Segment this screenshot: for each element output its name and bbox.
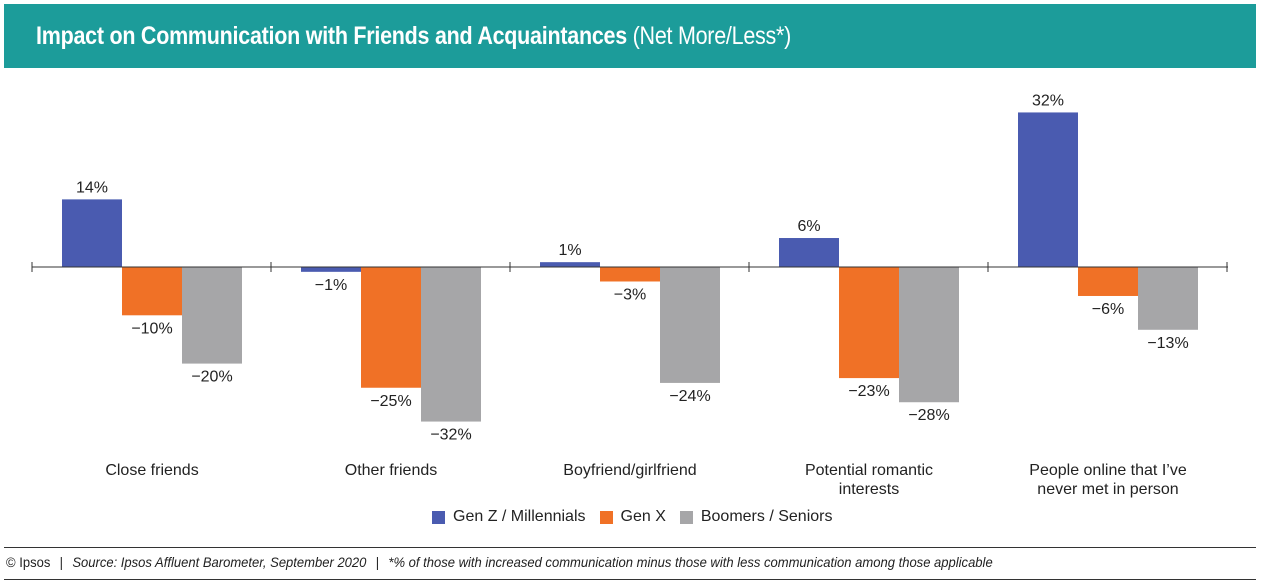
data-label-2-0: −20% xyxy=(191,369,232,386)
footer-divider-bottom xyxy=(4,579,1256,580)
bar-1-4 xyxy=(1078,267,1138,296)
data-label-2-4: −13% xyxy=(1147,335,1188,352)
data-label-0-1: −1% xyxy=(315,277,347,294)
data-label-1-0: −10% xyxy=(131,320,172,337)
footer-separator: | xyxy=(375,554,380,570)
bar-2-3 xyxy=(899,267,959,403)
category-label-0: Close friends xyxy=(105,462,198,479)
legend-item-gen-x: Gen X xyxy=(599,508,666,526)
category-label-1: Other friends xyxy=(345,462,437,479)
footer-separator: | xyxy=(59,554,64,570)
bar-0-3 xyxy=(779,238,839,267)
footer-source: Source: Ipsos Affluent Barometer, Septem… xyxy=(72,554,367,570)
title-bar: Impact on Communication with Friends and… xyxy=(4,4,1256,68)
legend-swatch-gen-x xyxy=(599,510,613,524)
legend-swatch-boomers xyxy=(679,510,693,524)
category-label-4: never met in person xyxy=(1037,481,1178,498)
chart-subtitle: (Net More/Less*) xyxy=(632,21,792,50)
data-label-0-2: 1% xyxy=(558,242,581,259)
legend-label-boomers: Boomers / Seniors xyxy=(700,508,833,525)
data-label-1-4: −6% xyxy=(1092,301,1124,318)
category-label-3: Potential romantic xyxy=(805,462,933,479)
bar-0-2 xyxy=(540,262,600,267)
data-label-0-4: 32% xyxy=(1032,92,1064,109)
footer-divider-top xyxy=(4,547,1256,548)
bar-2-1 xyxy=(421,267,481,422)
footer-copyright: © Ipsos xyxy=(6,554,51,570)
bar-1-3 xyxy=(839,267,899,379)
bar-1-0 xyxy=(122,267,182,316)
bar-0-4 xyxy=(1018,112,1078,267)
data-label-1-1: −25% xyxy=(370,393,411,410)
legend-item-boomers: Boomers / Seniors xyxy=(679,508,833,526)
legend-item-gen-z: Gen Z / Millennials xyxy=(432,508,586,526)
footer: © Ipsos | Source: Ipsos Affluent Barometer… xyxy=(6,554,993,570)
bar-2-0 xyxy=(182,267,242,364)
chart-legend: Gen Z / Millennials Gen X Boomers / Seni… xyxy=(432,508,846,526)
legend-label-gen-x: Gen X xyxy=(620,508,666,525)
chart-title: Impact on Communication with Friends and… xyxy=(36,21,627,50)
legend-label-gen-z: Gen Z / Millennials xyxy=(453,508,586,525)
data-label-2-1: −32% xyxy=(430,427,471,444)
category-label-3: interests xyxy=(839,481,899,498)
bar-2-4 xyxy=(1138,267,1198,330)
data-label-2-3: −28% xyxy=(908,407,949,424)
data-label-1-3: −23% xyxy=(848,383,889,400)
data-label-2-2: −24% xyxy=(669,388,710,405)
footer-note: *% of those with increased communication… xyxy=(388,554,993,570)
chart-title-block: Impact on Communication with Friends and… xyxy=(36,22,791,51)
legend-swatch-gen-z xyxy=(432,510,445,524)
bar-0-1 xyxy=(301,267,361,272)
bar-chart: 14% −1% 1% 6% 32% −10% −25% −3% −23% −6% −20% −32% −… xyxy=(31,92,1228,498)
data-label-1-2: −3% xyxy=(614,286,646,303)
data-label-0-3: 6% xyxy=(797,218,820,235)
bar-1-2 xyxy=(600,267,660,282)
data-label-0-0: 14% xyxy=(76,179,108,196)
category-label-2: Boyfriend/girlfriend xyxy=(563,462,696,479)
bar-1-1 xyxy=(361,267,421,388)
bar-2-2 xyxy=(660,267,720,383)
category-label-4: People online that I’ve xyxy=(1029,462,1187,479)
bar-0-0 xyxy=(62,199,122,267)
